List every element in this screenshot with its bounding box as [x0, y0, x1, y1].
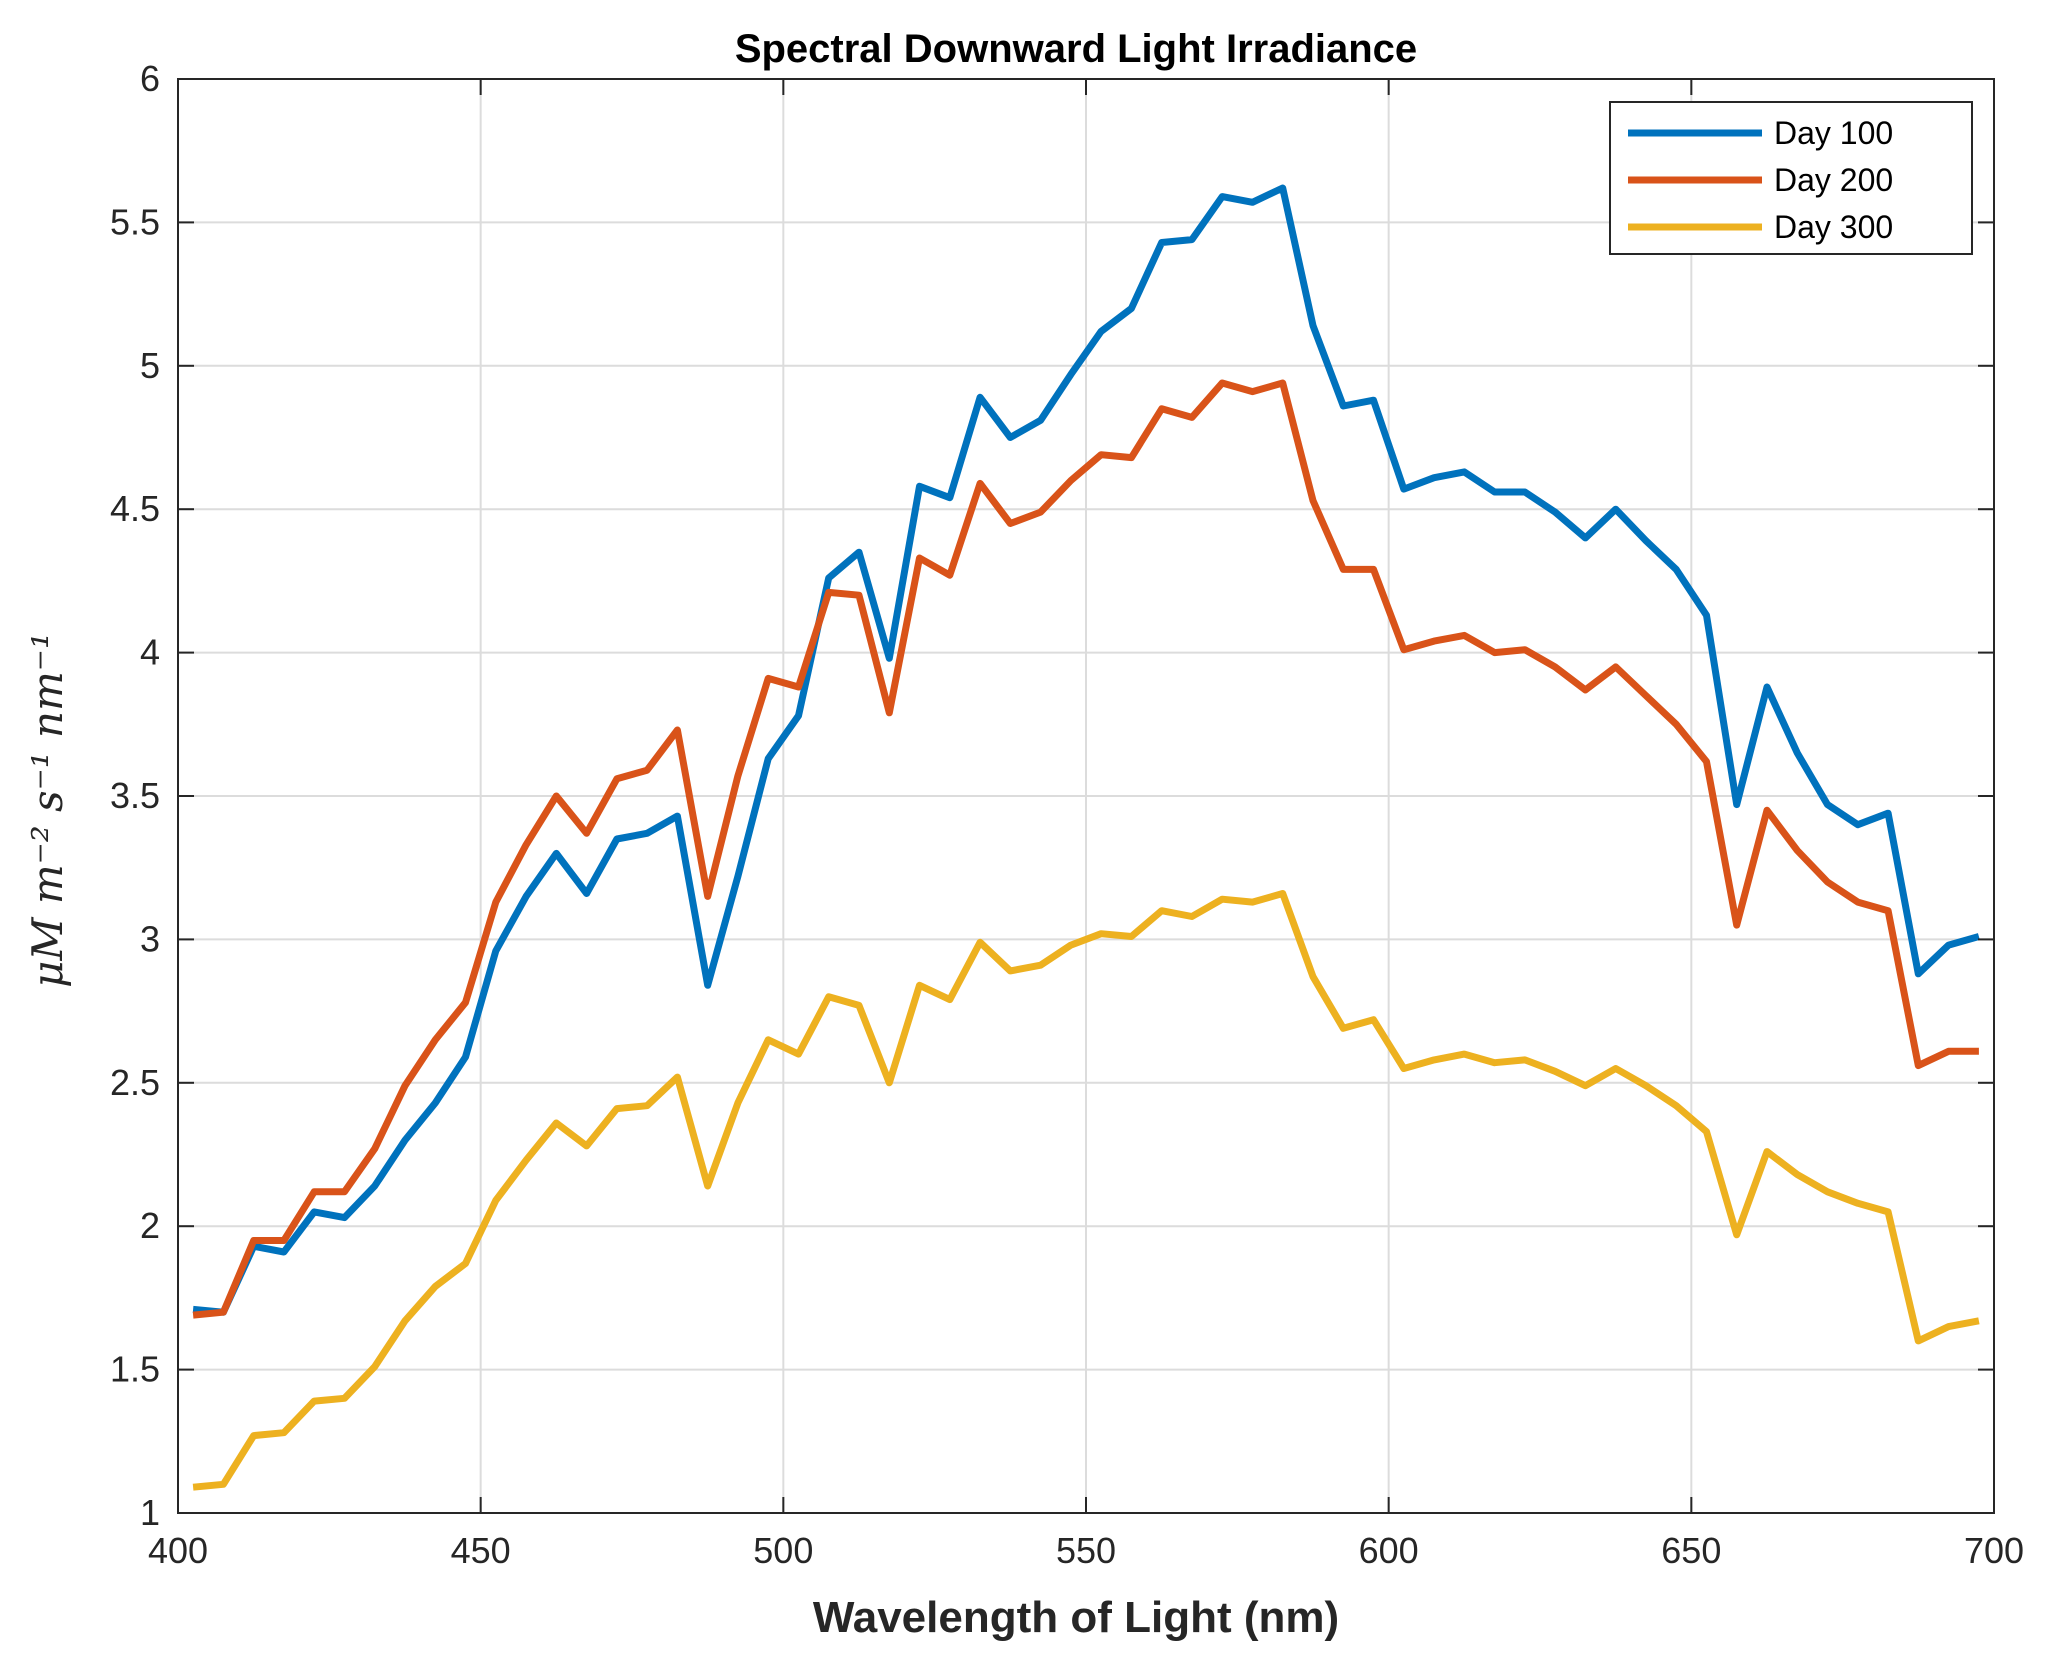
x-tick-label: 500 [753, 1530, 813, 1571]
series-line-2 [192, 379, 1979, 1319]
y-tick-label: 5.5 [110, 201, 160, 242]
legend-label-3: Day 300 [1774, 209, 1893, 245]
y-tick-label: 3 [140, 918, 160, 959]
x-tick-label: 600 [1359, 1530, 1419, 1571]
series-line-1 [192, 184, 1980, 1316]
legend: Day 100 Day 200 Day 300 [1609, 101, 1973, 255]
y-tick-label: 4.5 [110, 488, 160, 529]
y-tick-label: 1.5 [110, 1349, 160, 1390]
x-tick-label: 700 [1964, 1530, 2024, 1571]
chart-title: Spectral Downward Light Irradiance [735, 27, 1417, 71]
series-line-3 [192, 890, 1980, 1491]
x-tick-label: 650 [1661, 1530, 1721, 1571]
x-tick-label: 400 [148, 1530, 208, 1571]
x-tick-label: 550 [1056, 1530, 1116, 1571]
y-tick-label: 6 [140, 58, 160, 99]
series-group [192, 184, 1980, 1491]
y-tick-label: 2 [140, 1205, 160, 1246]
y-tick-label: 5 [140, 345, 160, 386]
y-tick-label: 1 [140, 1492, 160, 1533]
axes [177, 78, 1995, 1514]
tick-labels: 400 450 500 550 600 650 700 1 1.5 2 2.5 3 3.5 4 4.5 5 5.… [110, 58, 2024, 1571]
x-tick-label: 450 [451, 1530, 511, 1571]
y-axis-label: μM m⁻² s⁻¹ nm⁻¹ [23, 632, 72, 988]
y-tick-label: 4 [140, 632, 160, 673]
y-tick-label: 2.5 [110, 1062, 160, 1103]
legend-label-1: Day 100 [1774, 115, 1893, 151]
x-axis-label: Wavelength of Light (nm) [813, 1593, 1339, 1642]
y-tick-label: 3.5 [110, 775, 160, 816]
legend-label-2: Day 200 [1774, 162, 1893, 198]
gridlines [178, 79, 1994, 1513]
